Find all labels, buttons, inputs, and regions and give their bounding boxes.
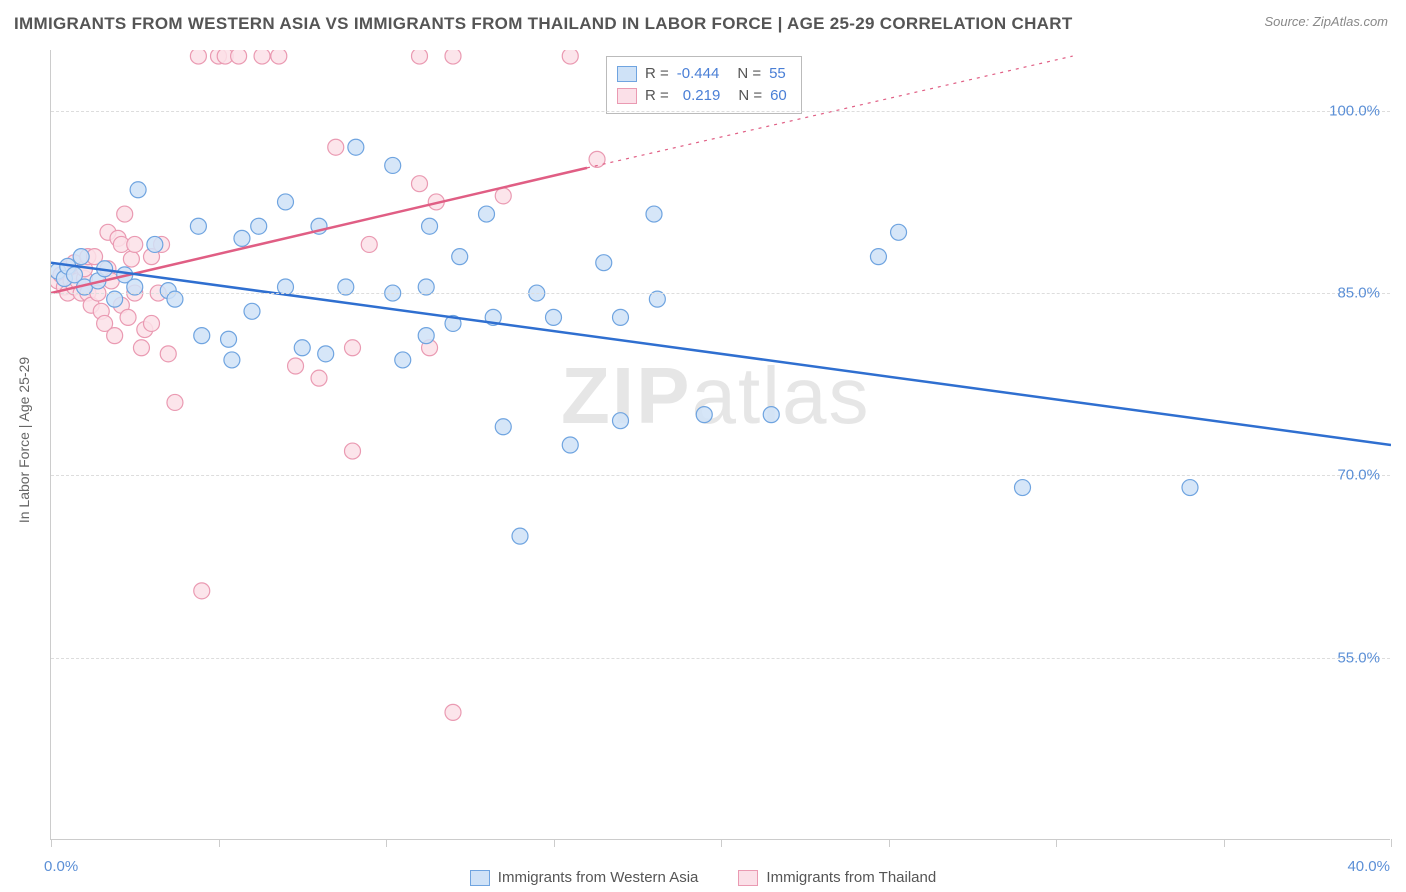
- legend-row-western-asia: R = -0.444 N = 55: [617, 63, 787, 85]
- legend-n-label: N =: [737, 63, 761, 85]
- legend-n-value: 60: [770, 85, 787, 107]
- x-axis-tick: [219, 839, 220, 847]
- chart-title: IMMIGRANTS FROM WESTERN ASIA VS IMMIGRAN…: [14, 14, 1073, 34]
- scatter-plot-svg: [51, 50, 1391, 840]
- legend-n-label: N =: [738, 85, 762, 107]
- legend-r-value: -0.444: [677, 63, 720, 85]
- grid-line: [51, 475, 1390, 476]
- x-axis-max-label: 40.0%: [1347, 858, 1390, 875]
- grid-line: [51, 293, 1390, 294]
- x-axis-tick: [386, 839, 387, 847]
- swatch-icon: [470, 870, 490, 886]
- y-axis-tick-label: 55.0%: [1337, 649, 1380, 666]
- y-axis-title: In Labor Force | Age 25-29: [16, 357, 32, 523]
- series-legend: Immigrants from Western Asia Immigrants …: [0, 869, 1406, 886]
- swatch-icon: [738, 870, 758, 886]
- y-axis-tick-label: 85.0%: [1337, 285, 1380, 302]
- legend-series-label: Immigrants from Western Asia: [498, 869, 699, 886]
- legend-r-value: 0.219: [683, 85, 721, 107]
- grid-line: [51, 111, 1390, 112]
- legend-item-western-asia: Immigrants from Western Asia: [470, 869, 699, 886]
- legend-r-label: R =: [645, 85, 669, 107]
- legend-item-thailand: Immigrants from Thailand: [738, 869, 936, 886]
- swatch-icon: [617, 88, 637, 104]
- chart-area: ZIPatlas R = -0.444 N = 55 R = 0.219 N =…: [50, 50, 1390, 840]
- x-axis-tick: [1056, 839, 1057, 847]
- grid-line: [51, 658, 1390, 659]
- y-axis-tick-label: 100.0%: [1329, 102, 1380, 119]
- legend-n-value: 55: [769, 63, 786, 85]
- correlation-legend: R = -0.444 N = 55 R = 0.219 N = 60: [606, 56, 802, 114]
- x-axis-min-label: 0.0%: [44, 858, 78, 875]
- x-axis-tick: [1224, 839, 1225, 847]
- x-axis-tick: [721, 839, 722, 847]
- x-axis-tick: [1391, 839, 1392, 847]
- swatch-icon: [617, 66, 637, 82]
- x-axis-tick: [889, 839, 890, 847]
- legend-r-label: R =: [645, 63, 669, 85]
- x-axis-tick: [554, 839, 555, 847]
- y-axis-tick-label: 70.0%: [1337, 467, 1380, 484]
- legend-row-thailand: R = 0.219 N = 60: [617, 85, 787, 107]
- source-label: Source: ZipAtlas.com: [1264, 14, 1388, 29]
- x-axis-tick: [51, 839, 52, 847]
- legend-series-label: Immigrants from Thailand: [766, 869, 936, 886]
